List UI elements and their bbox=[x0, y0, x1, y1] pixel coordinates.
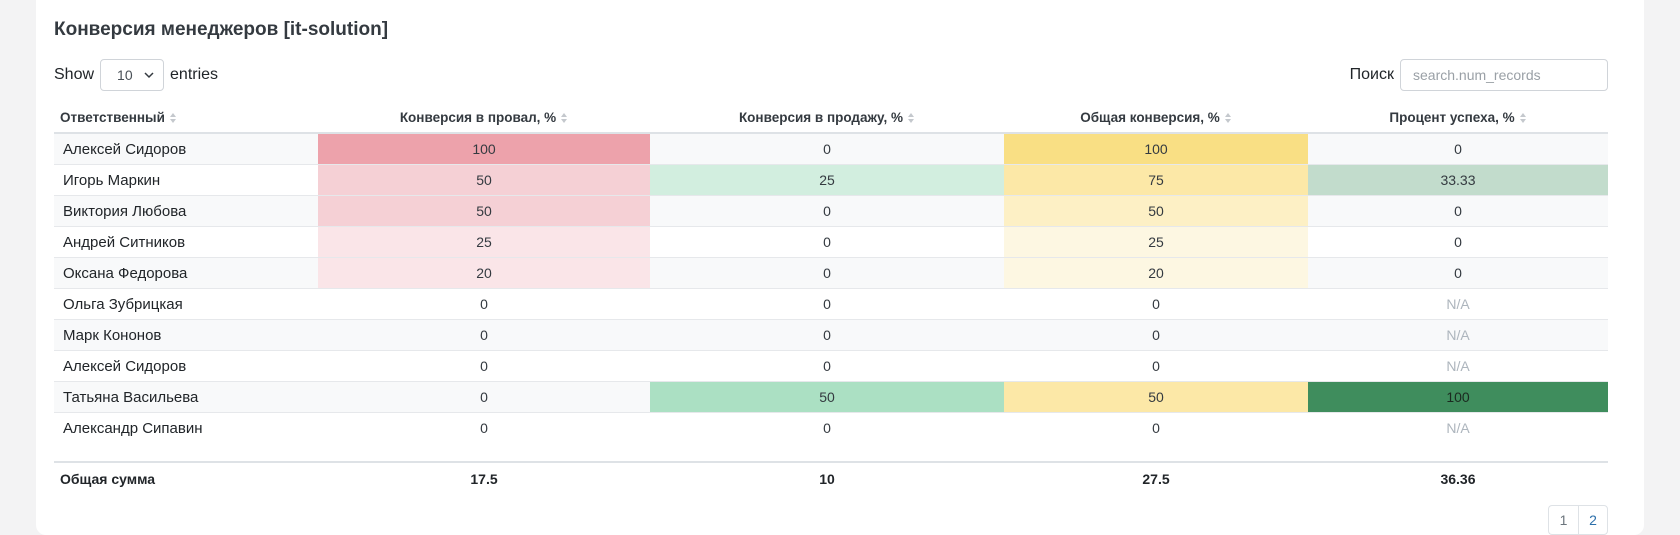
cell-success: 0 bbox=[1308, 226, 1608, 258]
cell-total: 0 bbox=[1004, 350, 1308, 382]
table-row: Алексей Сидоров 0 0 0 N/A bbox=[54, 350, 1608, 382]
page-button-2[interactable]: 2 bbox=[1578, 505, 1608, 535]
cell-success: N/A bbox=[1308, 319, 1608, 351]
cell-fail: 0 bbox=[318, 412, 650, 443]
sort-icon bbox=[1519, 112, 1526, 123]
cell-name: Алексей Сидоров bbox=[54, 350, 318, 382]
column-header-fail-conversion[interactable]: Конверсия в провал, % bbox=[318, 102, 650, 134]
totals-label: Общая сумма bbox=[54, 461, 318, 495]
cell-total: 50 bbox=[1004, 195, 1308, 227]
cell-sale: 0 bbox=[650, 257, 1004, 289]
column-header-total-conversion[interactable]: Общая конверсия, % bbox=[1004, 102, 1308, 134]
cell-success: N/A bbox=[1308, 350, 1608, 382]
search-label: Поиск bbox=[1349, 66, 1394, 83]
total-success: 36.36 bbox=[1308, 461, 1608, 495]
cell-fail: 0 bbox=[318, 319, 650, 351]
cell-total: 0 bbox=[1004, 288, 1308, 320]
cell-sale: 50 bbox=[650, 381, 1004, 413]
cell-total: 0 bbox=[1004, 319, 1308, 351]
column-header-success-rate[interactable]: Процент успеха, % bbox=[1308, 102, 1608, 134]
totals-row: Общая сумма 17.5 10 27.5 36.36 bbox=[54, 461, 1608, 495]
search-input[interactable] bbox=[1400, 59, 1608, 91]
page-title: Конверсия менеджеров [it-solution] bbox=[54, 19, 389, 40]
entries-per-page-select[interactable]: 10 bbox=[100, 59, 165, 91]
entries-per-page-value: 10 bbox=[117, 67, 133, 83]
cell-sale: 0 bbox=[650, 195, 1004, 227]
cell-success: 0 bbox=[1308, 195, 1608, 227]
cell-name: Алексей Сидоров bbox=[54, 132, 318, 165]
total-total: 27.5 bbox=[1004, 461, 1308, 495]
total-sale: 10 bbox=[650, 461, 1004, 495]
cell-fail: 25 bbox=[318, 226, 650, 258]
cell-success: N/A bbox=[1308, 288, 1608, 320]
cell-total: 75 bbox=[1004, 164, 1308, 196]
column-header-label: Процент успеха, % bbox=[1389, 109, 1515, 125]
pagination: 1 2 bbox=[1548, 505, 1608, 535]
report-card: Конверсия менеджеров [it-solution] Show … bbox=[36, 0, 1644, 535]
show-label: Show bbox=[54, 66, 95, 83]
sort-icon bbox=[561, 112, 568, 123]
cell-success: 0 bbox=[1308, 257, 1608, 289]
table-row: Татьяна Васильева 0 50 50 100 bbox=[54, 381, 1608, 413]
cell-name: Марк Кононов bbox=[54, 319, 318, 351]
table-spacer-row bbox=[54, 443, 1608, 462]
table-row: Виктория Любова 50 0 50 0 bbox=[54, 195, 1608, 227]
table-row: Андрей Ситников 25 0 25 0 bbox=[54, 226, 1608, 258]
entries-length-control: Show 10 entries bbox=[54, 59, 218, 91]
cell-name: Ольга Зубрицкая bbox=[54, 288, 318, 320]
cell-total: 20 bbox=[1004, 257, 1308, 289]
table-row: Алексей Сидоров 100 0 100 0 bbox=[54, 132, 1608, 165]
cell-sale: 0 bbox=[650, 226, 1004, 258]
page-button-1[interactable]: 1 bbox=[1548, 505, 1578, 535]
cell-sale: 0 bbox=[650, 132, 1004, 165]
cell-success: 33.33 bbox=[1308, 164, 1608, 196]
total-fail: 17.5 bbox=[318, 461, 650, 495]
table-row: Ольга Зубрицкая 0 0 0 N/A bbox=[54, 288, 1608, 320]
cell-total: 0 bbox=[1004, 412, 1308, 443]
conversion-table: Ответственный Конверсия в провал, % Конв… bbox=[54, 102, 1608, 495]
table-row: Игорь Маркин 50 25 75 33.33 bbox=[54, 164, 1608, 196]
cell-fail: 0 bbox=[318, 381, 650, 413]
cell-sale: 0 bbox=[650, 350, 1004, 382]
cell-sale: 25 bbox=[650, 164, 1004, 196]
cell-name: Андрей Ситников bbox=[54, 226, 318, 258]
chevron-down-icon bbox=[144, 72, 154, 79]
sort-icon bbox=[169, 112, 176, 123]
cell-success: 100 bbox=[1308, 381, 1608, 413]
table-row: Александр Сипавин 0 0 0 N/A bbox=[54, 412, 1608, 443]
cell-fail: 100 bbox=[318, 132, 650, 165]
cell-sale: 0 bbox=[650, 319, 1004, 351]
cell-total: 100 bbox=[1004, 132, 1308, 165]
column-header-label: Конверсия в провал, % bbox=[399, 109, 557, 125]
cell-fail: 20 bbox=[318, 257, 650, 289]
column-header-responsible[interactable]: Ответственный bbox=[54, 102, 318, 134]
cell-name: Игорь Маркин bbox=[54, 164, 318, 196]
cell-fail: 0 bbox=[318, 288, 650, 320]
cell-fail: 0 bbox=[318, 350, 650, 382]
column-header-sale-conversion[interactable]: Конверсия в продажу, % bbox=[650, 102, 1004, 134]
cell-fail: 50 bbox=[318, 195, 650, 227]
cell-name: Виктория Любова bbox=[54, 195, 318, 227]
cell-total: 25 bbox=[1004, 226, 1308, 258]
cell-sale: 0 bbox=[650, 412, 1004, 443]
table-row: Марк Кононов 0 0 0 N/A bbox=[54, 319, 1608, 351]
cell-fail: 50 bbox=[318, 164, 650, 196]
cell-name: Александр Сипавин bbox=[54, 412, 318, 443]
sort-icon bbox=[908, 112, 915, 123]
entries-label: entries bbox=[170, 66, 219, 83]
column-header-label: Ответственный bbox=[60, 109, 165, 125]
cell-name: Оксана Федорова bbox=[54, 257, 318, 289]
cell-total: 50 bbox=[1004, 381, 1308, 413]
spacer-cell bbox=[54, 443, 1608, 462]
cell-success: N/A bbox=[1308, 412, 1608, 443]
cell-sale: 0 bbox=[650, 288, 1004, 320]
cell-name: Татьяна Васильева bbox=[54, 381, 318, 413]
search-control: Поиск bbox=[1350, 59, 1608, 91]
cell-success: 0 bbox=[1308, 132, 1608, 165]
sort-icon bbox=[1224, 112, 1231, 123]
column-header-label: Общая конверсия, % bbox=[1080, 109, 1220, 125]
table-row: Оксана Федорова 20 0 20 0 bbox=[54, 257, 1608, 289]
table-header-row: Ответственный Конверсия в провал, % Конв… bbox=[54, 102, 1608, 134]
column-header-label: Конверсия в продажу, % bbox=[738, 109, 904, 125]
